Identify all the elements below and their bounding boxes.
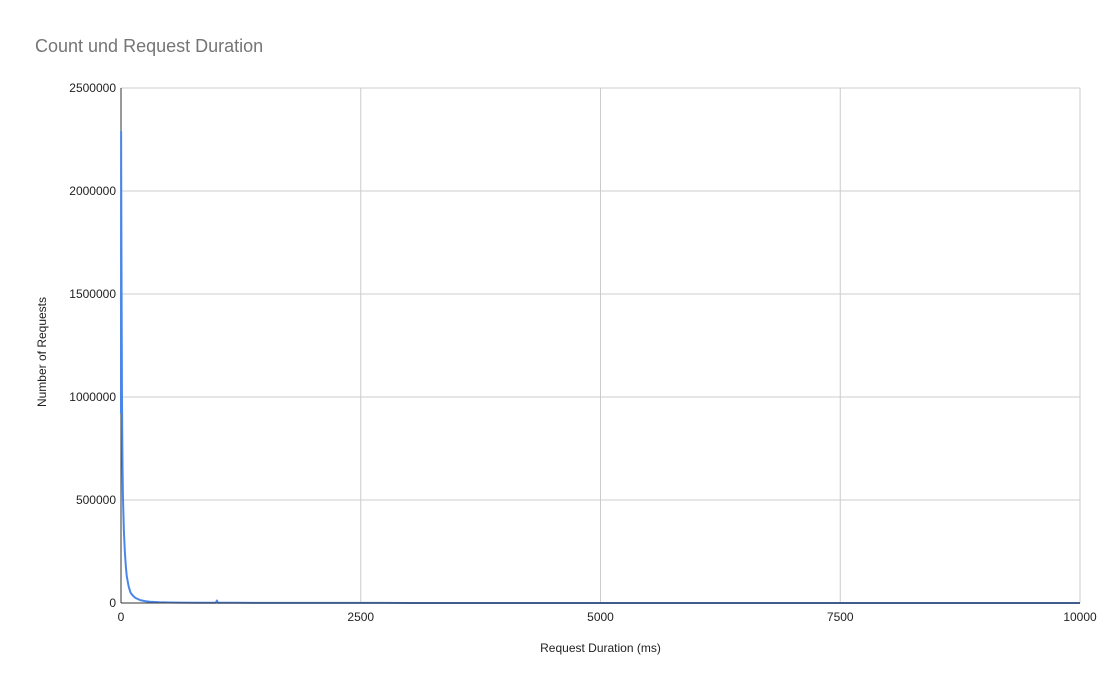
- y-axis-title: Number of Requests: [35, 296, 49, 408]
- y-tick-label: 0: [109, 596, 116, 610]
- x-axis-ticks: 0 2500 5000 7500 10000: [118, 610, 1097, 624]
- gridlines: [120, 87, 1081, 604]
- chart-title: Count und Request Duration: [35, 36, 264, 56]
- y-tick-label: 2000000: [69, 184, 116, 198]
- x-axis-title: Request Duration (ms): [540, 641, 661, 655]
- y-axis-ticks: 0 500000 1000000 1500000 2000000 2500000: [69, 81, 116, 610]
- y-tick-label: 1500000: [69, 287, 116, 301]
- y-tick-label: 2500000: [69, 81, 116, 95]
- y-tick-label: 500000: [76, 493, 116, 507]
- x-tick-label: 5000: [587, 610, 614, 624]
- x-tick-label: 7500: [827, 610, 854, 624]
- x-tick-label: 10000: [1063, 610, 1097, 624]
- x-tick-label: 0: [118, 610, 125, 624]
- x-tick-label: 2500: [347, 610, 374, 624]
- y-tick-label: 1000000: [69, 390, 116, 404]
